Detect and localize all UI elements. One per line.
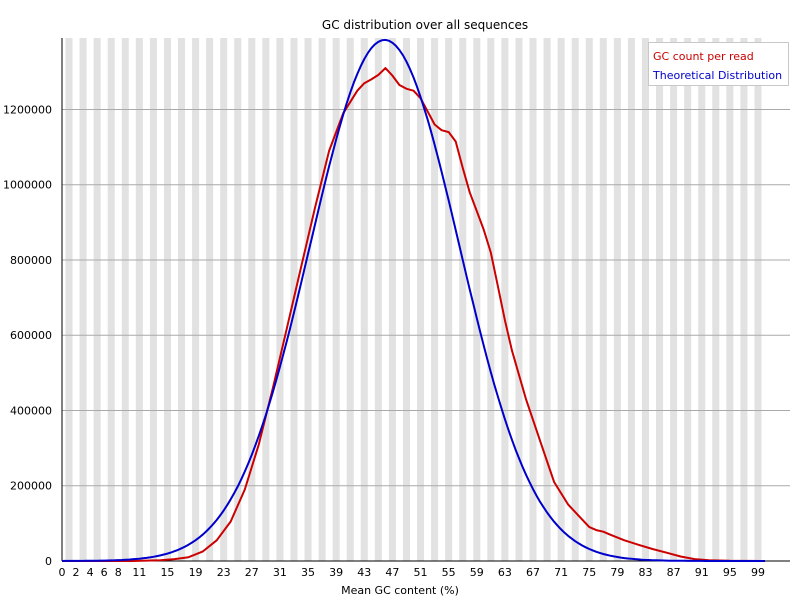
plot-band [149, 38, 157, 561]
x-tick-label: 51 [414, 566, 428, 579]
y-tick-label: 800000 [10, 254, 52, 267]
plot-band [740, 38, 748, 561]
plot-band [459, 38, 467, 561]
plot-band [177, 38, 186, 561]
plot-band [388, 38, 396, 561]
x-tick-label: 39 [329, 566, 343, 579]
x-tick-label: 2 [73, 566, 80, 579]
plot-band [656, 38, 664, 561]
plot-background-bands [65, 38, 762, 561]
plot-band [346, 38, 354, 561]
x-tick-label: 55 [442, 566, 456, 579]
plot-band [107, 38, 115, 561]
plot-band [93, 38, 101, 561]
x-tick-label: 27 [245, 566, 259, 579]
x-tick-label: 95 [723, 566, 737, 579]
plot-band [402, 38, 410, 561]
plot-band [684, 38, 692, 561]
plot-band [374, 38, 382, 561]
plot-band [473, 38, 481, 561]
plot-band [557, 38, 565, 561]
x-tick-label: 0 [59, 566, 66, 579]
plot-band [431, 38, 439, 561]
x-tick-label: 11 [132, 566, 146, 579]
x-axis-title: Mean GC content (%) [341, 584, 459, 597]
legend-item-theoretical: Theoretical Distribution [653, 69, 783, 82]
y-tick-label: 600000 [10, 329, 52, 342]
x-tick-label: 4 [87, 566, 94, 579]
x-tick-label: 15 [160, 566, 174, 579]
x-tick-label: 99 [751, 566, 765, 579]
plot-band [65, 38, 73, 561]
plot-band [641, 38, 650, 561]
y-tick-label: 200000 [10, 480, 52, 493]
y-tick-label: 1200000 [3, 103, 52, 116]
x-tick-label: 71 [554, 566, 568, 579]
x-tick-label: 8 [115, 566, 122, 579]
x-tick-label: 91 [695, 566, 709, 579]
plot-band [192, 38, 200, 561]
y-tick-label: 400000 [10, 404, 52, 417]
x-tick-label: 6 [101, 566, 108, 579]
plot-band [599, 38, 607, 561]
plot-band [318, 38, 326, 561]
plot-band [234, 38, 242, 561]
plot-band [585, 38, 593, 561]
plot-band [712, 38, 720, 561]
plot-band [670, 38, 678, 561]
x-tick-label: 59 [470, 566, 484, 579]
plot-band [262, 38, 270, 561]
plot-band [726, 38, 734, 561]
plot-band [304, 38, 312, 561]
plot-band [163, 38, 171, 561]
plot-band [515, 38, 523, 561]
plot-band [529, 38, 537, 561]
plot-band [445, 38, 453, 561]
x-tick-label: 47 [385, 566, 399, 579]
x-tick-label: 35 [301, 566, 315, 579]
plot-band [79, 38, 87, 561]
x-tick-label: 19 [189, 566, 203, 579]
plot-band [698, 38, 706, 561]
plot-band [220, 38, 228, 561]
y-tick-label: 0 [45, 555, 52, 568]
series-line-theoretical [61, 38, 765, 562]
plot-band [417, 38, 425, 561]
x-tick-label: 23 [217, 566, 231, 579]
plot-band [501, 38, 509, 561]
plot-band [754, 38, 762, 561]
x-tick-label: 43 [357, 566, 371, 579]
plot-band [121, 38, 129, 561]
legend: GC count per read Theoretical Distributi… [648, 42, 789, 86]
plot-band [248, 38, 256, 561]
horizontal-gridlines [62, 108, 790, 487]
plot-band [276, 38, 284, 561]
plot-band [206, 38, 214, 561]
plot-band [332, 38, 340, 561]
y-tick-labels: 0 200000 400000 600000 800000 1000000 1200000 [3, 103, 52, 568]
plot-band [543, 38, 551, 561]
plot-band [627, 38, 635, 561]
plot-band [360, 38, 368, 561]
x-tick-label: 63 [498, 566, 512, 579]
x-tick-label: 31 [273, 566, 287, 579]
plot-band [135, 38, 143, 561]
plot-band [487, 38, 495, 561]
plot-band [571, 38, 579, 561]
legend-item-gc-count: GC count per read [653, 50, 754, 63]
series-lines [61, 38, 766, 562]
x-tick-label: 75 [582, 566, 596, 579]
y-tick-label: 1000000 [3, 179, 52, 192]
chart-title: GC distribution over all sequences [322, 18, 528, 32]
x-tick-label: 67 [526, 566, 540, 579]
x-tick-label: 87 [667, 566, 681, 579]
plot-band [613, 38, 621, 561]
x-tick-label: 79 [610, 566, 624, 579]
x-tick-label: 83 [638, 566, 652, 579]
x-tick-labels: 0 2 4 6 8 11 15 19 23 27 31 35 39 43 47 51 55 59 63 67 71 75 7… [59, 566, 765, 579]
